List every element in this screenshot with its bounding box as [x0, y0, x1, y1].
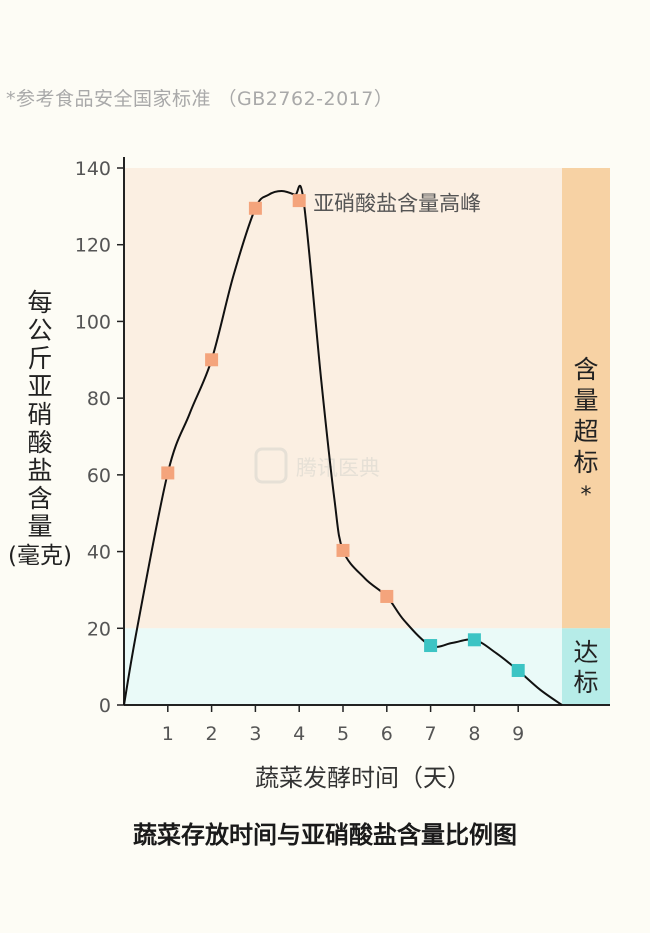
y-tick-label: 20 — [87, 618, 111, 640]
y-tick-label: 0 — [99, 695, 111, 717]
x-tick-label: 5 — [337, 723, 349, 745]
y-axis-title-line: 亚 — [27, 372, 52, 401]
y-axis-title-line: 斤 — [27, 344, 52, 373]
watermark: 腾讯医典 — [254, 447, 380, 484]
x-axis-title: 蔬菜发酵时间（天） — [255, 764, 471, 792]
watermark-logo-icon — [254, 447, 288, 484]
y-tick-label: 100 — [75, 311, 111, 333]
exceed-band — [124, 168, 562, 629]
x-tick-label: 9 — [512, 723, 524, 745]
data-point-marker — [467, 633, 481, 647]
data-point-marker — [336, 543, 350, 557]
y-axis-title-line: 含 — [27, 484, 52, 513]
y-tick-label: 40 — [87, 542, 111, 564]
x-tick-label: 6 — [381, 723, 393, 745]
data-point-marker — [248, 201, 262, 215]
exceed-band-label-char: * — [581, 483, 592, 508]
y-tick-label: 80 — [87, 388, 111, 410]
tick-labels: 0 20 40 60 80 100 120 140 1 2 3 4 5 6 7 8 9 — [75, 158, 525, 745]
exceed-band-label-char: 标 — [573, 448, 598, 477]
y-axis-title-line: 公 — [27, 316, 52, 345]
y-axis-title-line: (毫克) — [8, 543, 72, 569]
y-axis-title-line: 量 — [27, 512, 52, 541]
chart-caption: 蔬菜存放时间与亚硝酸盐含量比例图 — [133, 821, 517, 849]
axes — [123, 157, 610, 706]
data-point-marker — [511, 663, 525, 677]
x-tick-label: 7 — [425, 723, 437, 745]
x-tick-label: 3 — [249, 723, 261, 745]
ok-band-label-char: 标 — [573, 668, 598, 697]
y-axis-title-line: 每 — [27, 288, 52, 317]
y-axis-title-line: 酸 — [27, 428, 52, 457]
y-axis-title-line: 硝 — [27, 400, 52, 429]
x-tick-label: 1 — [162, 723, 174, 745]
data-point-marker — [205, 353, 219, 367]
x-tick-label: 4 — [293, 723, 305, 745]
data-point-marker — [292, 194, 306, 208]
exceed-band-label-char: 超 — [573, 417, 598, 446]
y-tick-label: 60 — [87, 465, 111, 487]
watermark-text: 腾讯医典 — [296, 456, 380, 480]
exceed-band-label-char: 量 — [573, 386, 598, 415]
standard-reference-note: *参考食品安全国家标准 （GB2762-2017） — [6, 88, 394, 110]
threshold-bands — [124, 168, 610, 705]
exceed-band-label-char: 含 — [573, 355, 598, 384]
x-tick-label: 8 — [468, 723, 480, 745]
y-tick-label: 140 — [75, 158, 111, 180]
ok-band-label-char: 达 — [573, 638, 598, 667]
ok-band-label: 达标 — [573, 638, 598, 697]
y-axis-title-line: 盐 — [27, 456, 52, 485]
ok-band — [124, 628, 562, 705]
data-markers — [161, 194, 525, 677]
exceed-side-bar — [562, 168, 610, 629]
data-point-marker — [380, 589, 394, 603]
peak-annotation: 亚硝酸盐含量高峰 — [313, 192, 481, 216]
x-tick-label: 2 — [206, 723, 218, 745]
data-point-marker — [161, 466, 175, 480]
ok-side-bar — [562, 628, 610, 705]
data-point-marker — [424, 639, 438, 653]
y-tick-label: 120 — [75, 235, 111, 257]
